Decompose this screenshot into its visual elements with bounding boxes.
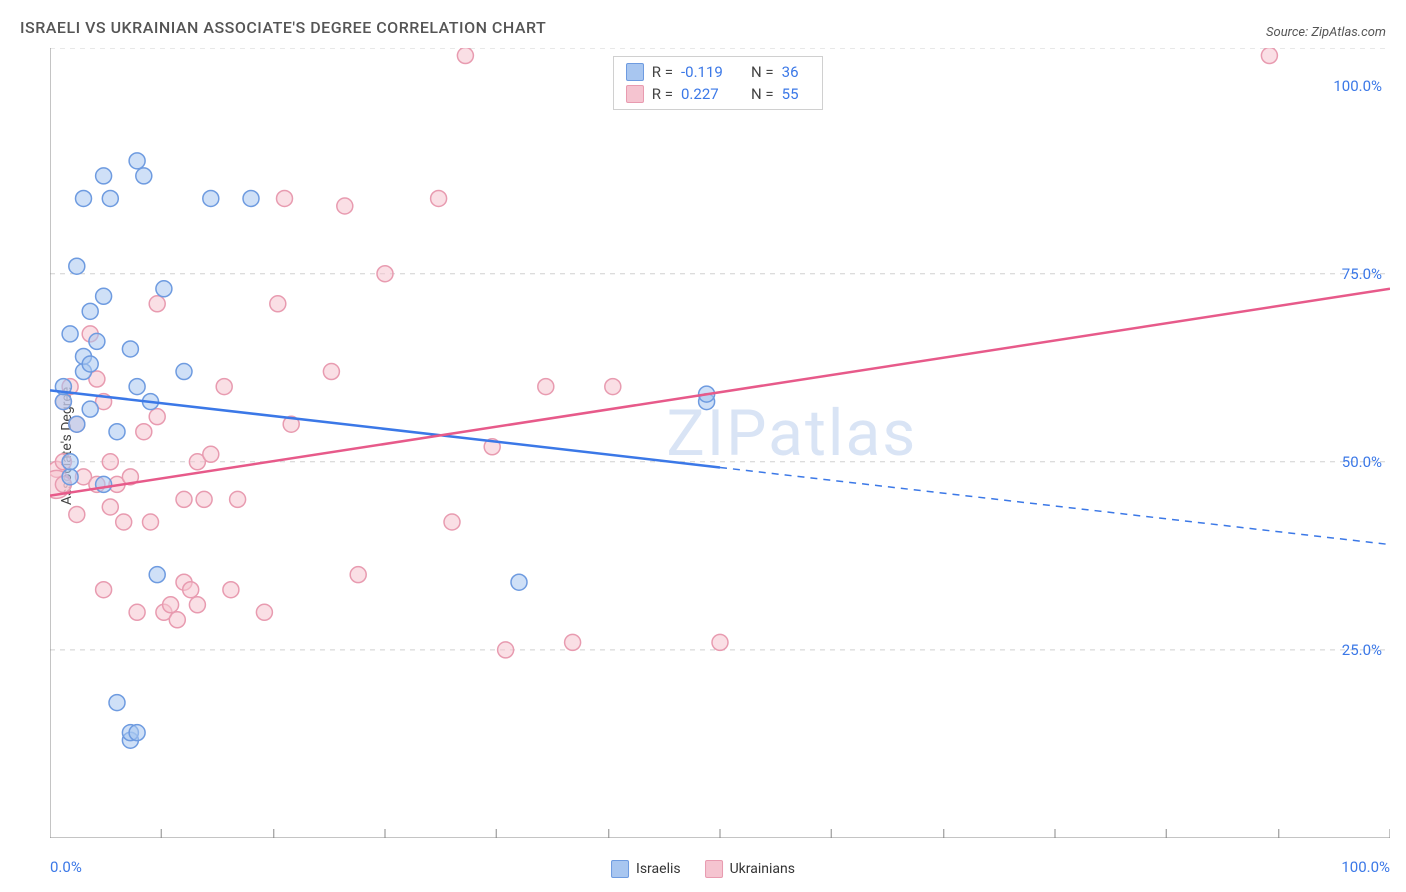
y-tick-label: 25.0% — [1342, 641, 1382, 659]
r-label: R = — [652, 85, 673, 103]
n-label: N = — [751, 85, 774, 103]
r-label: R = — [652, 63, 673, 81]
legend-item: Israelis — [611, 860, 681, 878]
legend-label: Ukrainians — [730, 861, 795, 877]
legend: Israelis Ukrainians — [611, 860, 795, 878]
legend-swatch — [611, 860, 629, 878]
r-value: 0.227 — [681, 85, 733, 103]
scatter-chart — [50, 48, 1390, 838]
y-tick-label: 50.0% — [1342, 453, 1382, 471]
n-label: N = — [751, 63, 774, 81]
r-value: -0.119 — [681, 63, 733, 81]
source-attribution: Source: ZipAtlas.com — [1266, 25, 1386, 40]
correlation-stats-box: R = -0.119 N = 36 R = 0.227 N = 55 — [613, 56, 823, 110]
chart-title: ISRAELI VS UKRAINIAN ASSOCIATE'S DEGREE … — [20, 18, 546, 37]
stats-row: R = -0.119 N = 36 — [614, 61, 822, 83]
legend-swatch — [626, 63, 644, 81]
stats-row: R = 0.227 N = 55 — [614, 83, 822, 105]
legend-item: Ukrainians — [705, 860, 795, 878]
n-value: 36 — [782, 63, 810, 81]
legend-swatch — [626, 85, 644, 103]
y-tick-label: 100.0% — [1333, 77, 1382, 95]
legend-swatch — [705, 860, 723, 878]
x-axis-max-label: 100.0% — [1341, 858, 1390, 876]
n-value: 55 — [782, 85, 810, 103]
legend-label: Israelis — [636, 861, 681, 877]
x-axis-min-label: 0.0% — [50, 858, 82, 876]
y-tick-label: 75.0% — [1342, 265, 1382, 283]
plot-area: ZIPatlas 25.0%50.0%75.0%100.0% R =-0.119… — [50, 48, 1390, 838]
